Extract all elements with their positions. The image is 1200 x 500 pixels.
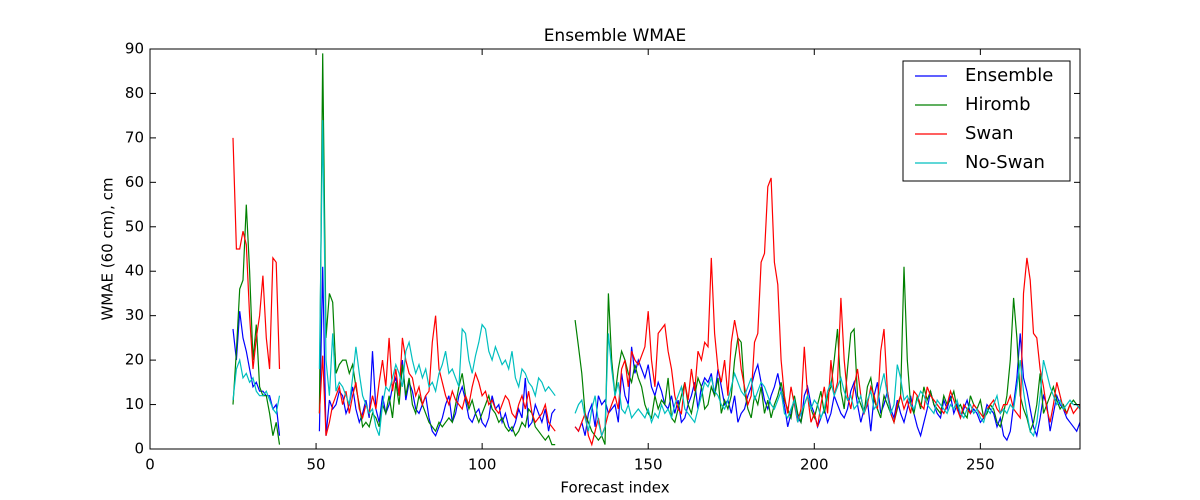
y-tick-label: 30 — [125, 306, 144, 324]
y-tick-label: 20 — [125, 351, 144, 369]
plot-lines — [232, 53, 1080, 447]
legend-label: Hiromb — [965, 94, 1031, 115]
x-tick-label: 50 — [307, 456, 326, 474]
x-tick-label: 250 — [966, 456, 995, 474]
y-tick-label: 40 — [125, 262, 144, 280]
legend-box — [902, 60, 1071, 182]
chart-title: Ensemble WMAE — [544, 26, 687, 46]
legend-label: Ensemble — [965, 65, 1053, 86]
y-tick-label: 0 — [134, 440, 144, 458]
legend-label: No-Swan — [965, 152, 1045, 173]
y-tick-label: 90 — [125, 40, 144, 58]
x-tick-label: 100 — [468, 456, 497, 474]
x-tick-label: 200 — [800, 456, 829, 474]
y-tick-label: 10 — [125, 395, 144, 413]
series-line — [232, 120, 1080, 438]
plot-frame — [149, 48, 1081, 450]
y-axis-label: WMAE (60 cm), cm — [99, 177, 117, 320]
y-tick-label: 70 — [125, 128, 144, 146]
y-tick-label: 60 — [125, 173, 144, 191]
x-tick-label: 0 — [145, 456, 155, 474]
y-tick-label: 50 — [125, 217, 144, 235]
x-tick-label: 150 — [634, 456, 663, 474]
x-axis-label: Forecast index — [560, 479, 669, 497]
y-tick-label: 80 — [125, 84, 144, 102]
legend-label: Swan — [965, 123, 1014, 144]
